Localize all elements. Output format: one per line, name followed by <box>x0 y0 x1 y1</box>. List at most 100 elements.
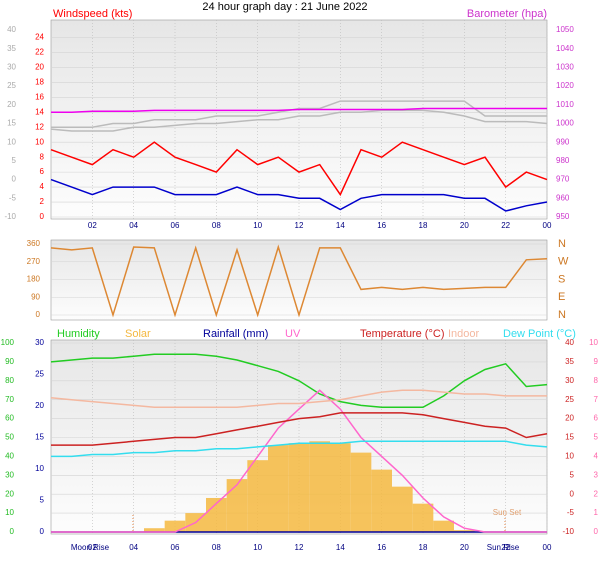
y-tick-label: 20 <box>35 63 44 72</box>
series-line <box>51 100 547 128</box>
series-line <box>50 141 548 197</box>
y3-tick-label: 20 <box>7 100 16 109</box>
y2-tick-label: 950 <box>556 212 570 221</box>
y4-tick-label: 6 <box>594 414 599 423</box>
series-line <box>51 107 547 114</box>
series-line <box>51 389 547 533</box>
y3-tick-label: -5 <box>9 193 17 202</box>
y3-tick-label: 15 <box>7 119 16 128</box>
x-tick-label: 22 <box>501 221 510 230</box>
plot-area <box>50 239 548 321</box>
y2-tick-label: 960 <box>556 193 570 202</box>
y-tick-label: 18 <box>35 77 44 86</box>
y3-tick-label: 40 <box>7 25 16 34</box>
legend-entry: Humidity <box>57 328 100 340</box>
y-tick-label: 90 <box>5 357 14 366</box>
solar-bar <box>206 497 227 532</box>
y-tick-label: 180 <box>27 275 41 284</box>
y-tick-label: 24 <box>35 33 44 42</box>
solar-bar <box>392 486 413 532</box>
y2-axis-label: Barometer (hpa) <box>467 8 547 20</box>
series-line <box>51 412 548 446</box>
y3-tick-label: 5 <box>12 156 17 165</box>
y4-tick-label: 9 <box>594 357 599 366</box>
x-tick-label: 14 <box>336 221 345 230</box>
y2-tick-label: E <box>558 291 565 303</box>
y-tick-label: 0 <box>40 212 45 221</box>
x-tick-label: 20 <box>460 543 469 552</box>
y4-tick-label: 10 <box>589 338 598 347</box>
y2-tick-label: N <box>558 309 566 321</box>
y4-tick-label: 4 <box>594 452 599 461</box>
y2-tick-label: 0 <box>570 489 575 498</box>
y-tick-label: 20 <box>5 489 14 498</box>
x-tick-label: 02 <box>88 221 97 230</box>
y2-tick-label: 20 <box>565 414 574 423</box>
y-tick-label: 360 <box>27 239 41 248</box>
solar-bar <box>144 528 165 532</box>
x-tick-label: 08 <box>212 543 221 552</box>
y2-tick-label: 30 <box>565 376 574 385</box>
y3-tick-label: -10 <box>4 212 16 221</box>
x-tick-label: 16 <box>377 543 386 552</box>
series-line <box>51 440 548 458</box>
y2-tick-label: 990 <box>556 137 570 146</box>
x-tick-label: 20 <box>460 221 469 230</box>
x-tick-label: 12 <box>295 221 304 230</box>
series-line <box>50 389 547 409</box>
legend-entry: Temperature (°C) <box>360 328 444 340</box>
y2-tick-label: 1000 <box>556 119 574 128</box>
legend-entry: Indoor <box>448 328 480 340</box>
y-tick-label: 22 <box>35 48 44 57</box>
x-tick-label: 22 <box>501 543 510 552</box>
x-tick-label: 04 <box>129 543 138 552</box>
y4-tick-label: 5 <box>594 433 599 442</box>
y2-tick-label: 40 <box>565 338 574 347</box>
y-tick-label: 90 <box>31 292 40 301</box>
y2-tick-label: 5 <box>570 470 575 479</box>
y3-tick-label: 10 <box>7 137 16 146</box>
y2-tick-label: 1020 <box>556 81 574 90</box>
y-tick-label: 16 <box>35 92 44 101</box>
annotation: Sun Set <box>493 508 522 517</box>
page-title: 24 hour graph day : 21 June 2022 <box>202 1 367 13</box>
legend-entry: Solar <box>125 328 151 340</box>
y2-tick-label: 25 <box>565 395 574 404</box>
y-tick-label: 60 <box>5 414 14 423</box>
solar-bar <box>371 469 392 532</box>
x-tick-label: 10 <box>253 221 262 230</box>
y-tick-label: 40 <box>5 452 14 461</box>
y3-tick-label: 25 <box>7 81 16 90</box>
solar-bar <box>226 479 248 532</box>
x-tick-label: 18 <box>419 543 428 552</box>
y3-tick-label: 10 <box>35 464 44 473</box>
y-tick-label: 10 <box>5 508 14 517</box>
y4-tick-label: 0 <box>594 527 599 536</box>
series-line <box>50 244 548 318</box>
x-tick-label: 12 <box>295 543 304 552</box>
x-tick-label: 06 <box>171 543 180 552</box>
y2-tick-label: 970 <box>556 175 570 184</box>
y-tick-label: 0 <box>36 310 41 319</box>
y4-tick-label: 1 <box>594 508 599 517</box>
solar-bar <box>309 441 330 532</box>
y-tick-label: 270 <box>27 257 41 266</box>
legend-entry: UV <box>285 328 301 340</box>
legend-entry: Dew Point (°C) <box>503 328 576 340</box>
y4-tick-label: 3 <box>594 470 599 479</box>
solar-bar <box>288 443 310 532</box>
y-tick-label: 6 <box>40 167 45 176</box>
y-tick-label: 50 <box>5 433 14 442</box>
y4-tick-label: 8 <box>594 376 599 385</box>
x-tick-label: 16 <box>377 221 386 230</box>
y3-tick-label: 30 <box>7 63 16 72</box>
y2-tick-label: 1030 <box>556 63 574 72</box>
y-tick-label: 2 <box>40 197 45 206</box>
x-tick-label: 02 <box>88 543 97 552</box>
x-tick-label: 08 <box>212 221 221 230</box>
y-axis-label: Windspeed (kts) <box>53 8 132 20</box>
x-tick-label: 04 <box>129 221 138 230</box>
y3-tick-label: 25 <box>35 370 44 379</box>
solar-bar <box>454 530 475 532</box>
y2-tick-label: 1050 <box>556 25 574 34</box>
